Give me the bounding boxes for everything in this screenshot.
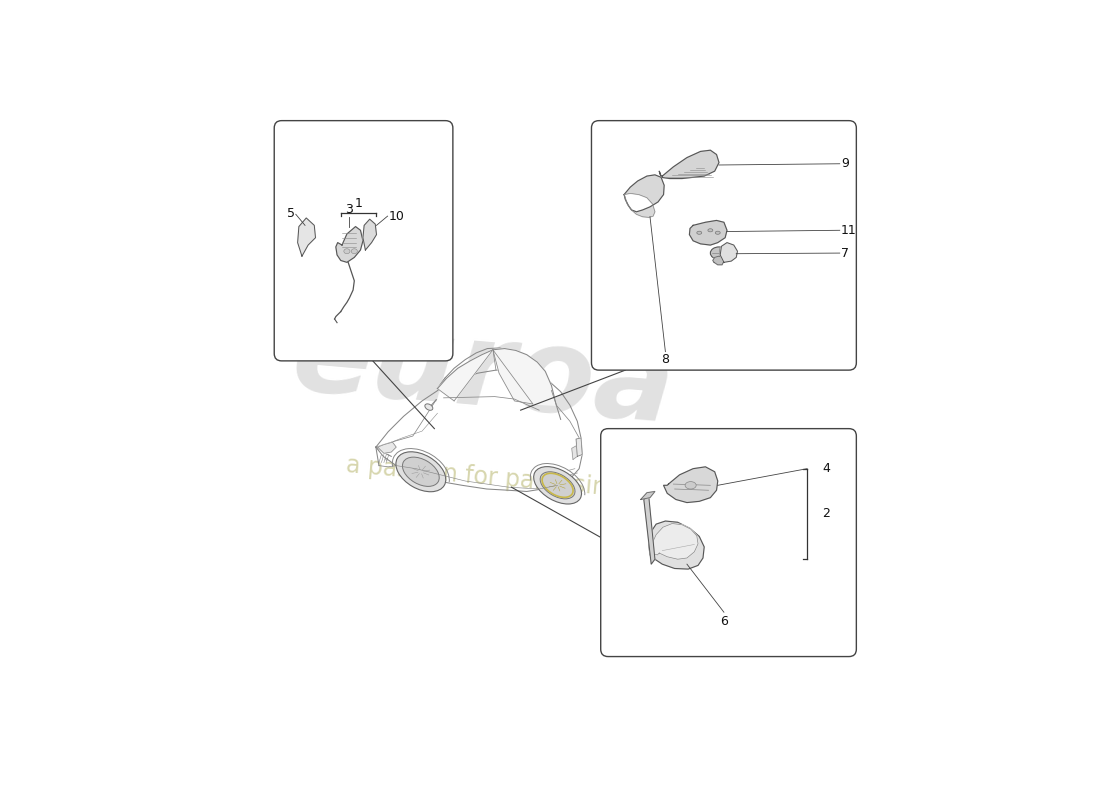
Polygon shape xyxy=(644,496,654,564)
Text: 10: 10 xyxy=(388,210,404,222)
Ellipse shape xyxy=(344,249,350,254)
FancyBboxPatch shape xyxy=(274,121,453,361)
Polygon shape xyxy=(336,226,363,262)
Ellipse shape xyxy=(425,404,432,410)
Text: 9: 9 xyxy=(840,158,849,170)
Text: 8: 8 xyxy=(661,354,670,366)
Text: 5: 5 xyxy=(287,206,296,219)
Ellipse shape xyxy=(396,452,446,492)
Polygon shape xyxy=(493,349,557,406)
Polygon shape xyxy=(649,521,704,569)
Polygon shape xyxy=(377,442,396,454)
FancyBboxPatch shape xyxy=(601,429,856,657)
Text: a passion for parts since: a passion for parts since xyxy=(344,454,635,502)
Text: 6: 6 xyxy=(720,614,728,628)
Polygon shape xyxy=(663,467,717,502)
Ellipse shape xyxy=(403,457,439,486)
Ellipse shape xyxy=(711,247,727,259)
Polygon shape xyxy=(363,219,376,250)
Ellipse shape xyxy=(696,231,702,234)
Ellipse shape xyxy=(708,229,713,232)
Polygon shape xyxy=(438,350,493,401)
Text: 7: 7 xyxy=(840,246,849,259)
Text: 4: 4 xyxy=(823,462,830,475)
Text: 2: 2 xyxy=(823,507,830,520)
Polygon shape xyxy=(572,446,578,459)
Text: euroa: euroa xyxy=(288,299,680,447)
Polygon shape xyxy=(640,491,654,499)
FancyBboxPatch shape xyxy=(592,121,856,370)
Polygon shape xyxy=(652,523,698,559)
Polygon shape xyxy=(690,221,727,245)
Text: 1: 1 xyxy=(354,197,363,210)
Polygon shape xyxy=(576,438,582,456)
Polygon shape xyxy=(659,150,719,178)
Ellipse shape xyxy=(534,466,582,504)
Polygon shape xyxy=(624,175,664,218)
Ellipse shape xyxy=(685,482,696,489)
Polygon shape xyxy=(298,218,316,256)
Ellipse shape xyxy=(540,472,575,499)
Text: 11: 11 xyxy=(840,224,857,237)
Text: 3: 3 xyxy=(345,203,353,216)
Ellipse shape xyxy=(715,231,720,234)
Ellipse shape xyxy=(351,249,358,254)
Polygon shape xyxy=(720,242,737,262)
Polygon shape xyxy=(713,256,724,265)
